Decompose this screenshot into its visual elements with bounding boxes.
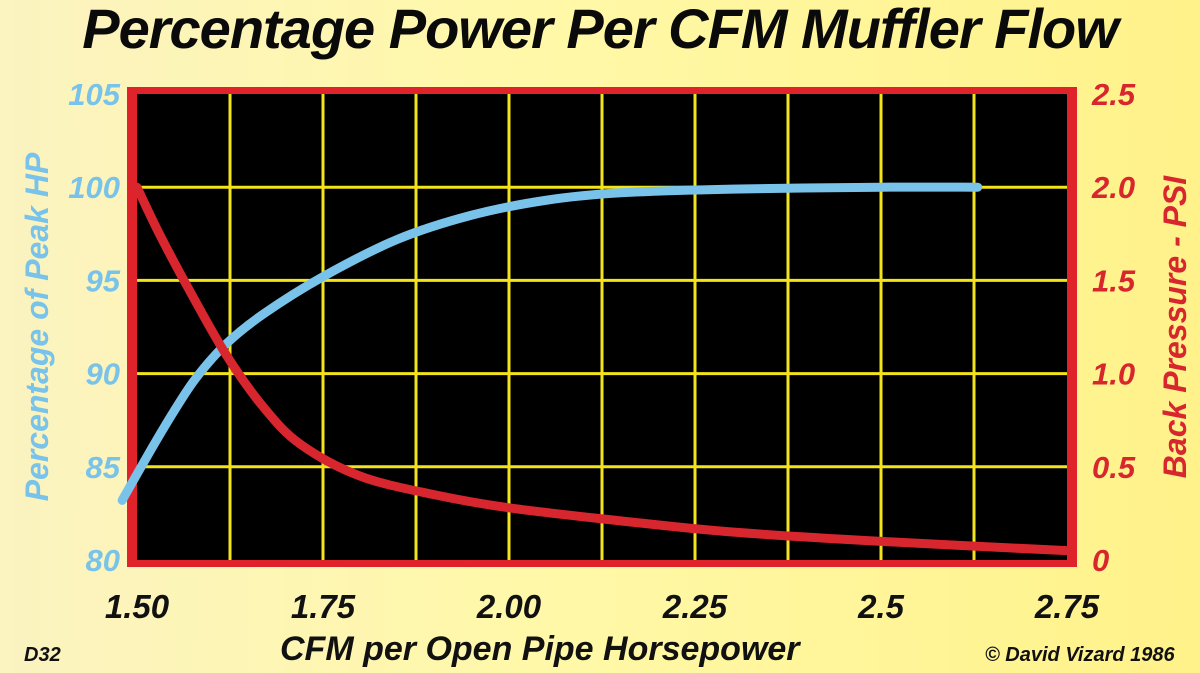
x-axis-label: CFM per Open Pipe Horsepower <box>280 630 800 668</box>
y-right-tick-label: 1.5 <box>1092 263 1136 298</box>
percent-peak-hp-line <box>117 182 983 505</box>
y-right-tick-label: 2.0 <box>1091 170 1135 205</box>
y-left-tick-label: 100 <box>68 170 120 205</box>
y-left-tick-label: 105 <box>68 77 120 112</box>
copyright-credit: © David Vizard 1986 <box>985 644 1175 666</box>
series-lines <box>117 182 1072 556</box>
y-right-tick-label: 0 <box>1092 543 1109 578</box>
y-axis-right-label: Back Pressure - PSI <box>1157 175 1193 479</box>
back-pressure-line <box>132 182 1072 556</box>
y-left-tick-label: 85 <box>86 450 121 485</box>
tick-labels: 80 85 90 95 100 105 0 0.5 1.0 1.5 2.0 2.5 1.50 1.75 2.… <box>68 77 1136 625</box>
y-left-tick-label: 90 <box>86 357 120 392</box>
x-tick-label: 2.25 <box>662 588 728 625</box>
figure-id: D32 <box>24 644 61 666</box>
y-right-tick-label: 1.0 <box>1092 357 1135 392</box>
chart-title: Percentage Power Per CFM Muffler Flow <box>82 0 1119 60</box>
x-tick-label: 1.50 <box>105 588 170 625</box>
x-tick-label: 2.00 <box>476 588 542 625</box>
x-tick-label: 1.75 <box>291 588 356 625</box>
y-right-tick-label: 0.5 <box>1092 450 1136 485</box>
y-right-tick-label: 2.5 <box>1091 77 1136 112</box>
x-tick-label: 2.5 <box>857 588 905 625</box>
y-left-tick-label: 80 <box>86 543 120 578</box>
y-axis-left-label: Percentage of Peak HP <box>19 152 55 501</box>
y-left-tick-label: 95 <box>86 263 121 298</box>
x-tick-label: 2.75 <box>1034 588 1100 625</box>
